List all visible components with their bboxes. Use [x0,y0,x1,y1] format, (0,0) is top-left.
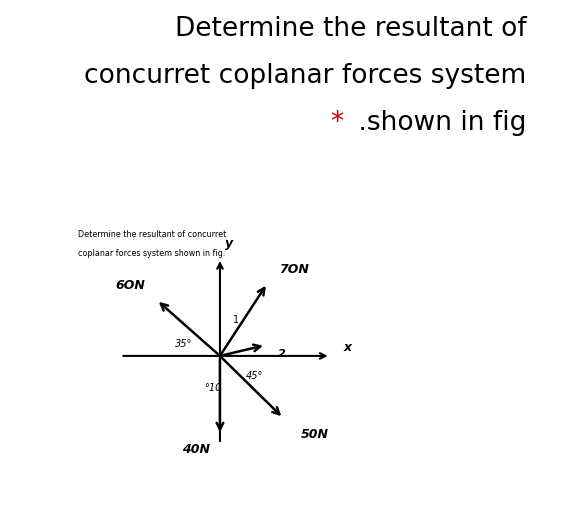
Text: .shown in fig: .shown in fig [350,110,526,136]
Text: 1: 1 [233,315,239,325]
Text: 35°: 35° [176,339,192,349]
Text: °10: °10 [204,383,222,393]
Text: y: y [225,237,233,249]
Text: Determine the resultant of: Determine the resultant of [175,16,526,42]
Text: Determine the resultant of concurret: Determine the resultant of concurret [78,230,226,239]
Text: *: * [331,110,344,136]
Text: x: x [344,341,352,354]
Text: concurret coplanar forces system: concurret coplanar forces system [84,63,526,89]
Text: 45°: 45° [246,371,264,381]
Text: 7ON: 7ON [278,263,309,276]
Text: 6ON: 6ON [115,279,145,292]
Text: coplanar forces system shown in fig.: coplanar forces system shown in fig. [78,249,225,258]
Text: 40N: 40N [183,442,210,456]
Text: 50N: 50N [301,428,329,441]
Text: 2: 2 [278,349,285,359]
